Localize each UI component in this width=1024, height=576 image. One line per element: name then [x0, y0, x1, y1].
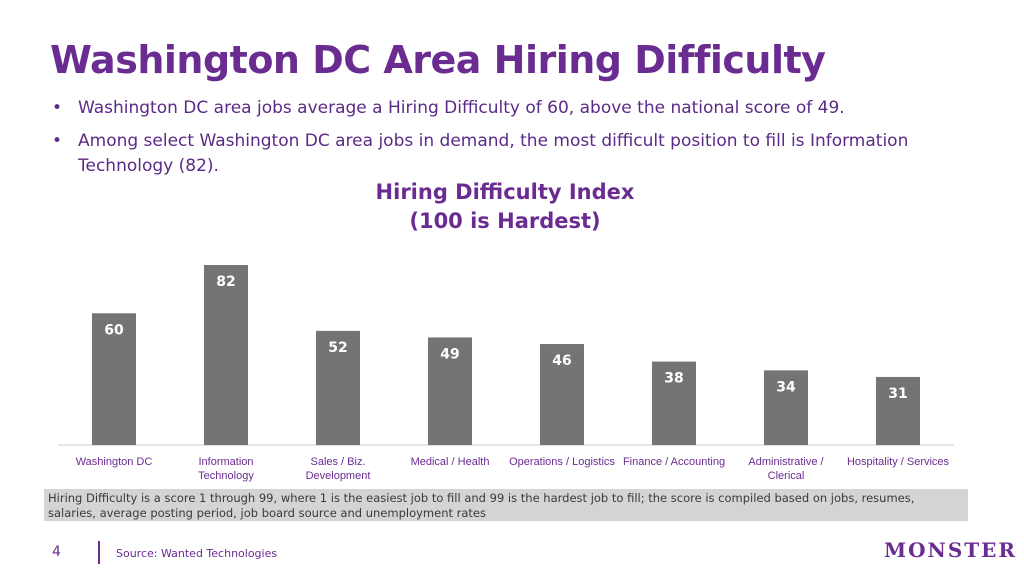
category-label: Finance / Accounting	[623, 456, 725, 468]
category-label: Hospitality / Services	[847, 456, 950, 468]
bar	[876, 376, 920, 445]
bar	[92, 313, 136, 445]
category-label: Sales / Biz. Development	[306, 456, 371, 482]
category-label: Information Technology	[198, 456, 254, 482]
footer-divider	[98, 541, 100, 564]
data-label: 52	[328, 340, 347, 356]
bar	[316, 330, 360, 445]
slide-title: Washington DC Area Hiring Difficulty	[50, 38, 826, 82]
data-label: 34	[776, 379, 796, 395]
category-label: Administrative / Clerical	[748, 456, 824, 482]
bar	[540, 344, 584, 445]
chart-title-line: Hiring Difficulty Index	[375, 180, 635, 204]
footnote: Hiring Difficulty is a score 1 through 9…	[44, 489, 968, 521]
page-number: 4	[52, 544, 61, 560]
bullet-list: Washington DC area jobs average a Hiring…	[52, 96, 972, 187]
data-label: 31	[888, 386, 907, 402]
data-label: 49	[440, 346, 459, 362]
bar	[764, 370, 808, 445]
monster-logo: MONSTER	[884, 538, 1018, 562]
bar-chart: 60 Washington DC 82 Information Technology 52…	[58, 265, 954, 482]
data-label: 46	[552, 353, 571, 369]
category-label: Washington DC	[76, 456, 153, 468]
bar	[652, 361, 696, 445]
data-label: 60	[104, 322, 124, 338]
bar	[204, 265, 248, 445]
chart-title: Hiring Difficulty Index (100 is Hardest)	[305, 178, 705, 236]
data-label: 38	[664, 371, 683, 387]
bullet-item: Washington DC area jobs average a Hiring…	[52, 96, 972, 121]
bar	[428, 337, 472, 445]
chart-title-line: (100 is Hardest)	[409, 209, 601, 233]
category-label: Medical / Health	[411, 456, 490, 468]
bullet-item: Among select Washington DC area jobs in …	[52, 129, 972, 179]
source-note: Source: Wanted Technologies	[116, 547, 278, 560]
category-label: Operations / Logistics	[509, 456, 615, 468]
data-label: 82	[216, 274, 235, 290]
